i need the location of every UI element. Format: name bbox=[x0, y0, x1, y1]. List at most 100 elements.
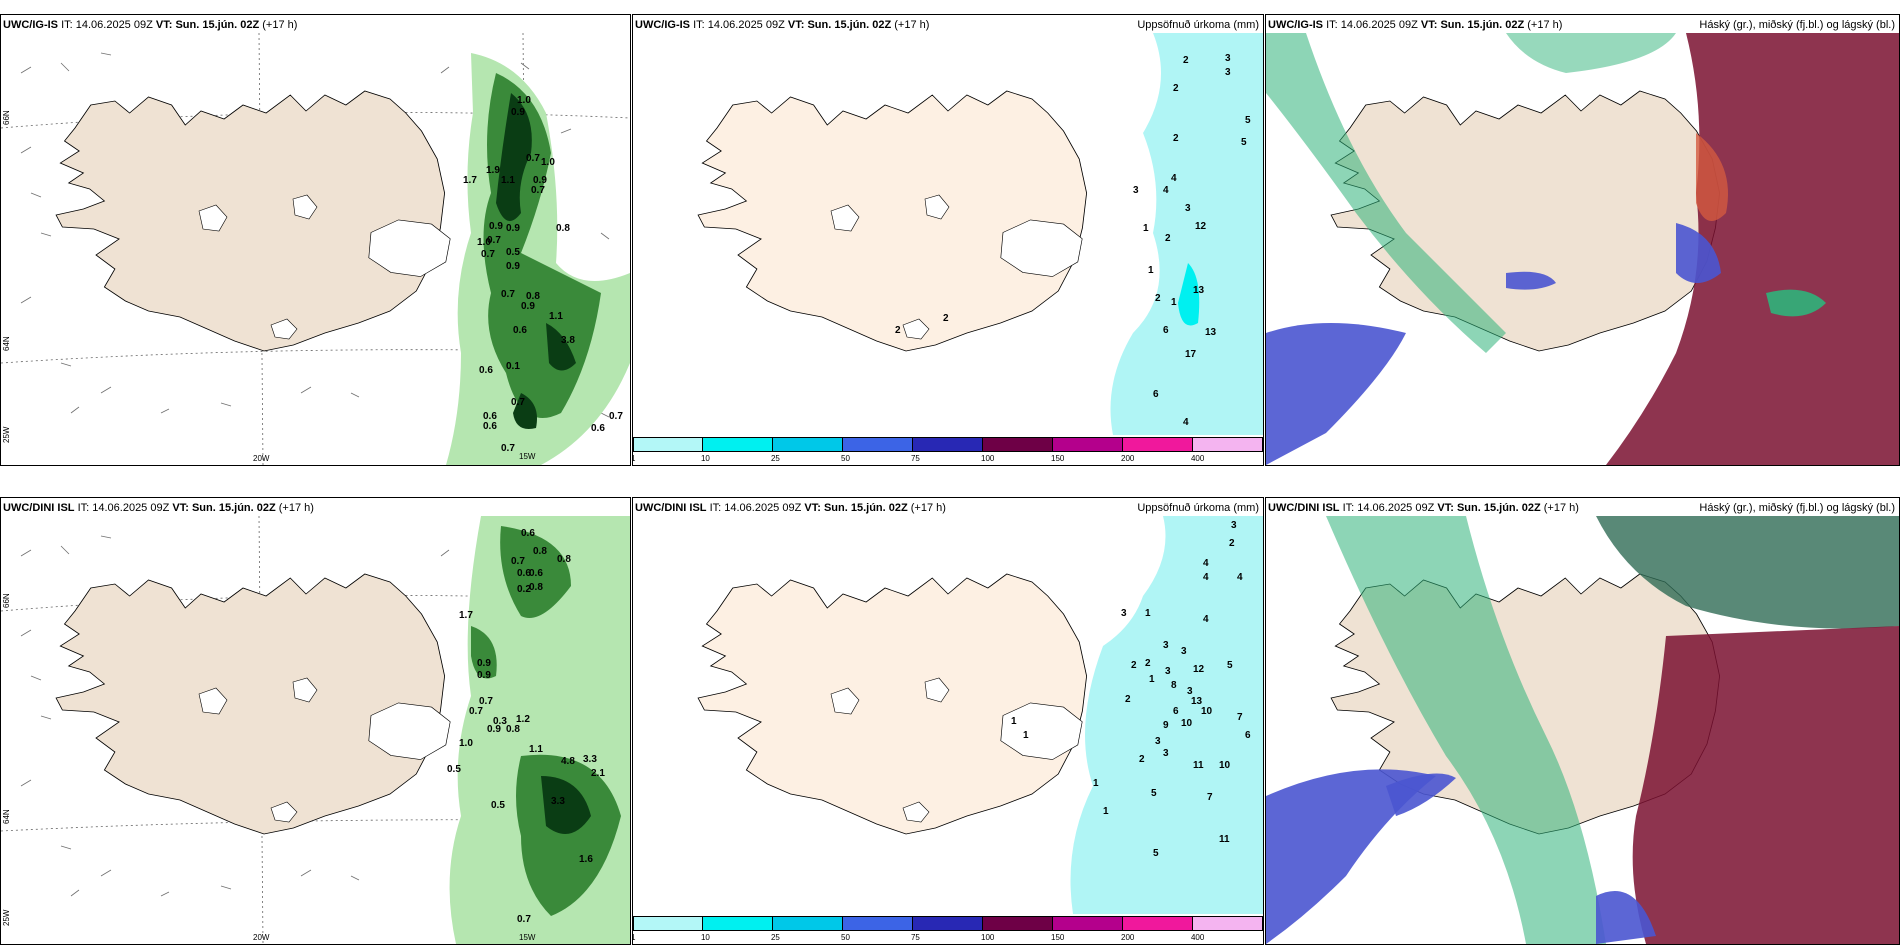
wind-label: 1.0 bbox=[517, 95, 531, 106]
svg-text:2: 2 bbox=[1139, 754, 1145, 765]
svg-text:1: 1 bbox=[1149, 674, 1155, 685]
panel-header: UWC/IG-IS IT: 14.06.2025 09Z VT: Sun. 15… bbox=[635, 19, 929, 31]
colorbar-swatch bbox=[912, 916, 983, 931]
svg-text:13: 13 bbox=[1205, 327, 1217, 338]
svg-text:3.3: 3.3 bbox=[551, 796, 565, 807]
vt-label: VT: bbox=[804, 502, 821, 514]
wind-label: 1.1 bbox=[501, 175, 515, 186]
colorbar-tick: 50 bbox=[841, 454, 850, 463]
svg-text:7: 7 bbox=[1207, 792, 1213, 803]
precip-area bbox=[1070, 516, 1263, 914]
svg-text:0.6: 0.6 bbox=[517, 568, 531, 579]
svg-text:2: 2 bbox=[1173, 133, 1179, 144]
cloud-low-edge bbox=[1696, 133, 1728, 221]
lead-time: (+17 h) bbox=[262, 19, 298, 31]
svg-text:0.8: 0.8 bbox=[529, 582, 543, 593]
it-time: 14.06.2025 09Z bbox=[92, 502, 170, 514]
svg-text:3: 3 bbox=[1163, 640, 1169, 651]
colorbar-swatch bbox=[843, 916, 913, 931]
precip-labels: 2 3 3 2 5 5 2 4 3 4 3 1 2 12 1 13 2 1 6 … bbox=[895, 53, 1251, 428]
vt-label: VT: bbox=[1420, 19, 1438, 31]
wind-map: 1.0 0.9 0.7 1.0 0.9 1.7 1.9 1.1 0.7 0.9 … bbox=[1, 33, 630, 465]
colorbar: 1 10 25 50 75 100 150 200 400 bbox=[633, 435, 1263, 465]
vt-label: VT: bbox=[172, 502, 189, 514]
colorbar-tick: 200 bbox=[1121, 933, 1135, 942]
colorbar-tick: 150 bbox=[1051, 454, 1065, 463]
vt-time: Sun. 15.jún. 02Z bbox=[807, 19, 892, 31]
lead-time: (+17 h) bbox=[894, 19, 930, 31]
wind-label: 1.0 bbox=[541, 157, 555, 168]
svg-text:4.8: 4.8 bbox=[561, 756, 575, 767]
vt-label: VT: bbox=[155, 19, 173, 31]
colorbar-swatch bbox=[633, 437, 703, 452]
svg-text:66N: 66N bbox=[2, 110, 11, 125]
model-name: UWC/IG-IS bbox=[3, 19, 58, 31]
wind-map: 0.6 0.8 0.7 0.8 0.6 0.6 0.2 0.8 1.7 0.9 … bbox=[1, 516, 630, 944]
svg-text:2.1: 2.1 bbox=[591, 768, 605, 779]
svg-text:10: 10 bbox=[1201, 706, 1213, 717]
cloud-panel-row2: UWC/DINI ISL IT: 14.06.2025 09Z VT: Sun.… bbox=[1265, 497, 1900, 945]
svg-text:11: 11 bbox=[1193, 760, 1204, 771]
colorbar-swatch bbox=[1123, 916, 1193, 931]
panel-header: UWC/IG-IS IT: 14.06.2025 09Z VT: Sun. 15… bbox=[3, 19, 297, 31]
precip-shading bbox=[446, 53, 630, 465]
wind-label: 0.9 bbox=[511, 107, 525, 118]
wind-label: 0.1 bbox=[506, 361, 520, 372]
svg-text:9: 9 bbox=[1163, 720, 1169, 731]
colorbar-tick: 75 bbox=[910, 933, 920, 942]
colorbar-swatch bbox=[772, 916, 843, 931]
cloud-title: Háský (gr.), miðský (fj.bl.) og lágský (… bbox=[1699, 19, 1895, 31]
colorbar-tick: 25 bbox=[770, 454, 780, 463]
svg-text:2: 2 bbox=[1165, 233, 1171, 244]
svg-text:1.0: 1.0 bbox=[459, 738, 473, 749]
svg-text:3: 3 bbox=[1121, 608, 1127, 619]
svg-text:1: 1 bbox=[1148, 265, 1154, 276]
colorbar-swatch bbox=[983, 916, 1053, 931]
svg-text:13: 13 bbox=[1191, 696, 1203, 707]
it-label: IT: bbox=[1326, 19, 1338, 31]
precip-map: 3 2 4 4 4 3 1 4 3 3 2 5 2 3 1 8 3 12 2 1… bbox=[697, 516, 1263, 914]
wind-label: 0.9 bbox=[506, 261, 520, 272]
svg-text:3: 3 bbox=[1187, 686, 1193, 697]
it-label: IT: bbox=[77, 502, 90, 514]
it-time: 14.06.2025 09Z bbox=[1357, 502, 1435, 514]
wind-label: 0.9 bbox=[489, 221, 503, 232]
svg-text:2: 2 bbox=[1229, 538, 1235, 549]
vt-label: VT: bbox=[1437, 502, 1454, 514]
svg-text:0.7: 0.7 bbox=[517, 914, 531, 925]
svg-text:12: 12 bbox=[1195, 221, 1207, 232]
panel-header: UWC/DINI ISL IT: 14.06.2025 09Z VT: Sun.… bbox=[635, 502, 946, 514]
it-label: IT: bbox=[61, 19, 73, 31]
svg-text:0.9: 0.9 bbox=[477, 658, 491, 669]
colorbar-tick: 150 bbox=[1051, 933, 1065, 942]
svg-text:3: 3 bbox=[1165, 666, 1171, 677]
cloud-high bbox=[1766, 289, 1826, 317]
svg-text:1: 1 bbox=[1023, 730, 1029, 741]
wind-label: 0.6 bbox=[483, 411, 497, 422]
cloud-mid bbox=[1386, 773, 1456, 816]
svg-text:1: 1 bbox=[1093, 778, 1099, 789]
svg-text:25W: 25W bbox=[2, 426, 11, 443]
colorbar-swatch bbox=[1053, 437, 1123, 452]
svg-text:5: 5 bbox=[1153, 848, 1159, 859]
colorbar-tick: 10 bbox=[700, 933, 710, 942]
svg-text:5: 5 bbox=[1245, 115, 1251, 126]
svg-text:0.2: 0.2 bbox=[517, 584, 531, 595]
colorbar-swatch bbox=[983, 437, 1053, 452]
svg-text:5: 5 bbox=[1151, 788, 1157, 799]
cloud-title: Háský (gr.), miðský (fj.bl.) og lágský (… bbox=[1699, 502, 1895, 514]
svg-text:4: 4 bbox=[1203, 558, 1209, 569]
svg-text:2: 2 bbox=[1155, 293, 1161, 304]
wind-label: 0.8 bbox=[556, 223, 570, 234]
it-time: 14.06.2025 09Z bbox=[75, 19, 153, 31]
wind-panel-row2: UWC/DINI ISL IT: 14.06.2025 09Z VT: Sun.… bbox=[0, 497, 631, 945]
wind-label: 0.7 bbox=[531, 185, 545, 196]
svg-text:6: 6 bbox=[1245, 730, 1251, 741]
svg-text:15W: 15W bbox=[519, 452, 536, 461]
colorbar-tick: 25 bbox=[770, 933, 780, 942]
model-name: UWC/DINI ISL bbox=[3, 502, 75, 514]
precip-labels: 3 2 4 4 4 3 1 4 3 3 2 5 2 3 1 8 3 12 2 1… bbox=[1011, 520, 1251, 859]
colorbar-tick: 1 bbox=[633, 454, 635, 463]
colorbar-swatch bbox=[912, 437, 983, 452]
precip-panel-row2: UWC/DINI ISL IT: 14.06.2025 09Z VT: Sun.… bbox=[632, 497, 1264, 945]
